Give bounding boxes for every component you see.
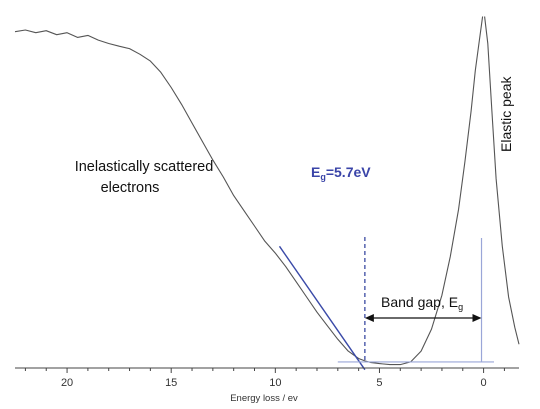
x-tick-label: 0 [481, 377, 487, 389]
linear-fit-line [278, 245, 366, 371]
eg-label-sub: g [320, 172, 326, 182]
spectrum-layer [14, 16, 520, 366]
spectrum-series-1 [484, 16, 520, 345]
eg-label-value: =5.7eV [326, 164, 371, 180]
band-gap-label: Band gap, Eg [381, 294, 463, 312]
elastic-peak-label: Elastic peak [498, 76, 514, 152]
x-tick-label: 5 [376, 377, 382, 389]
x-tick-label: 15 [165, 377, 177, 389]
x-axis-label: Energy loss / ev [230, 393, 298, 404]
eg-label-main: E [311, 164, 320, 180]
overlay-layer [278, 237, 495, 371]
x-tick-label: 10 [269, 377, 281, 389]
inelastic-label-line2: electrons [101, 180, 160, 196]
band-gap-arrow-left-head [364, 314, 374, 322]
x-axis: 20 15 10 5 0 Energy loss / ev [15, 367, 519, 404]
inelastic-label-line1: Inelastically scattered [75, 159, 214, 175]
band-gap-label-sub: g [458, 302, 463, 312]
x-tick-label: 20 [61, 377, 73, 389]
spectrum-series-0 [14, 16, 484, 366]
band-gap-label-main: Band gap, E [381, 294, 458, 310]
band-gap-arrow-right-head [472, 314, 482, 322]
eg-label: Eg=5.7eV [311, 164, 371, 182]
